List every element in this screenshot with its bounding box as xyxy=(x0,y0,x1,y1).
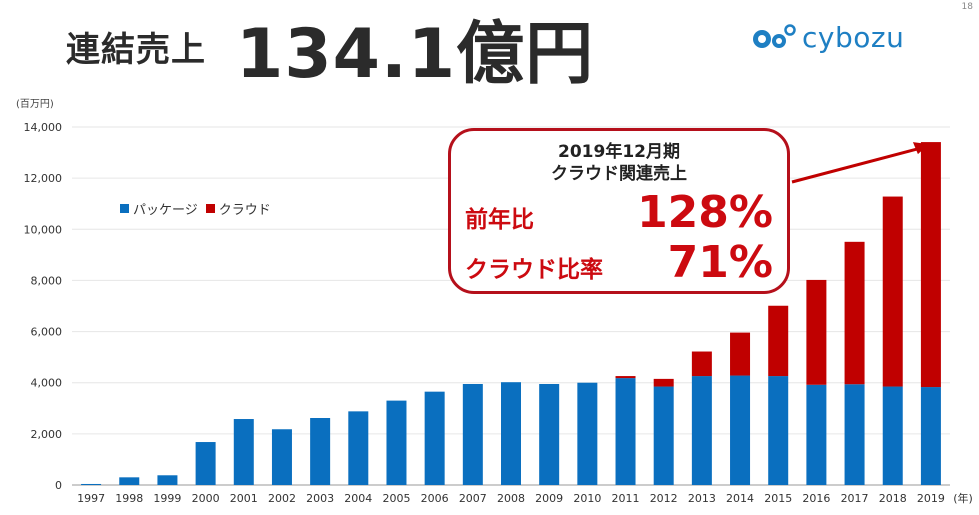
cloud-sales-callout: 2019年12月期 クラウド関連売上 前年比 128% クラウド比率 71% xyxy=(448,128,790,294)
bar-package xyxy=(691,376,712,485)
x-tick-label: 2009 xyxy=(535,492,563,505)
callout-row-yoy: 前年比 128% xyxy=(465,191,773,235)
x-tick-label: 2002 xyxy=(268,492,296,505)
bar-package xyxy=(615,378,636,485)
legend-label-package: パッケージ xyxy=(133,203,198,218)
chart-legend: パッケージ クラウド xyxy=(120,199,279,218)
callout-yoy-label: 前年比 xyxy=(465,207,534,233)
y-axis-unit-label: (百万円) xyxy=(16,99,54,110)
y-tick-label: 0 xyxy=(55,479,62,492)
x-tick-label: 2006 xyxy=(421,492,449,505)
bar-package xyxy=(310,418,331,485)
y-tick-label: 10,000 xyxy=(24,223,63,236)
callout-row-cloud-ratio: クラウド比率 71% xyxy=(465,241,773,285)
x-tick-label: 2005 xyxy=(382,492,410,505)
callout-title-line1: 2019年12月期 xyxy=(558,142,680,162)
x-tick-label: 2018 xyxy=(879,492,907,505)
callout-arrow-head xyxy=(912,142,929,155)
x-tick-label: 2004 xyxy=(344,492,372,505)
bar-cloud xyxy=(844,241,865,385)
x-axis-unit-label: (年) xyxy=(953,491,973,505)
page-number: 18 xyxy=(961,2,973,12)
y-tick-label: 14,000 xyxy=(24,121,63,134)
bar-cloud xyxy=(882,196,903,387)
x-tick-label: 2007 xyxy=(459,492,487,505)
x-tick-label: 2000 xyxy=(192,492,220,505)
logo-text: cybozu xyxy=(802,20,905,54)
callout-yoy-value: 128% xyxy=(637,187,773,238)
y-tick-label: 2,000 xyxy=(31,428,63,441)
x-tick-label: 2001 xyxy=(230,492,258,505)
x-tick-label: 2016 xyxy=(802,492,830,505)
bar-package xyxy=(424,391,445,485)
x-tick-label: 1997 xyxy=(77,492,105,505)
x-tick-label: 2012 xyxy=(650,492,678,505)
bar-cloud xyxy=(691,351,712,377)
bar-package xyxy=(119,477,140,485)
bar-package xyxy=(157,475,178,485)
bar-cloud xyxy=(653,378,674,387)
bar-package xyxy=(577,382,598,485)
bar-package xyxy=(462,383,483,485)
bar-package xyxy=(195,442,216,485)
bar-package xyxy=(348,411,369,485)
bar-cloud xyxy=(806,279,827,385)
bar-package xyxy=(768,376,789,485)
bar-package xyxy=(81,483,102,485)
x-tick-label: 2013 xyxy=(688,492,716,505)
x-tick-label: 2011 xyxy=(612,492,640,505)
bar-package xyxy=(653,386,674,485)
y-tick-label: 12,000 xyxy=(24,172,63,185)
callout-ratio-value: 71% xyxy=(667,237,773,288)
y-tick-label: 4,000 xyxy=(31,377,63,390)
callout-arrow-line xyxy=(791,147,918,184)
bar-package xyxy=(844,384,865,485)
y-tick-label: 8,000 xyxy=(31,274,63,287)
legend-swatch-cloud xyxy=(205,204,215,213)
bar-cloud xyxy=(730,332,751,376)
bar-package xyxy=(806,384,827,485)
x-tick-label: 2008 xyxy=(497,492,525,505)
x-tick-label: 1998 xyxy=(115,492,143,505)
callout-title: 2019年12月期 クラウド関連売上 xyxy=(451,141,787,185)
x-tick-label: 2014 xyxy=(726,492,754,505)
bar-package xyxy=(386,400,407,485)
legend-item-package: パッケージ xyxy=(120,199,198,218)
callout-title-line2: クラウド関連売上 xyxy=(551,164,687,184)
legend-swatch-package xyxy=(120,204,129,213)
bar-package xyxy=(730,375,751,485)
x-tick-label: 2003 xyxy=(306,492,334,505)
page-title-label: 連結売上 xyxy=(66,30,206,70)
x-tick-label: 1999 xyxy=(153,492,181,505)
cybozu-logo: cybozu xyxy=(752,20,904,54)
legend-label-cloud: クラウド xyxy=(218,203,271,218)
bar-package xyxy=(882,386,903,485)
callout-ratio-label: クラウド比率 xyxy=(465,257,603,283)
legend-item-cloud: クラウド xyxy=(205,199,271,218)
cybozu-logo-icon xyxy=(753,24,796,48)
bar-package xyxy=(271,429,292,485)
x-tick-label: 2010 xyxy=(573,492,601,505)
page-title-value: 134.1億円 xyxy=(236,15,595,94)
bar-package xyxy=(501,382,521,485)
y-tick-label: 6,000 xyxy=(31,326,63,339)
bar-cloud xyxy=(768,305,789,377)
bar-package xyxy=(539,383,560,485)
x-tick-label: 2015 xyxy=(764,492,792,505)
x-tick-label: 2019 xyxy=(917,492,945,505)
x-tick-label: 2017 xyxy=(841,492,869,505)
bar-package xyxy=(233,419,254,485)
bar-cloud xyxy=(920,142,941,388)
bar-cloud xyxy=(615,376,636,379)
bar-package xyxy=(920,387,941,485)
